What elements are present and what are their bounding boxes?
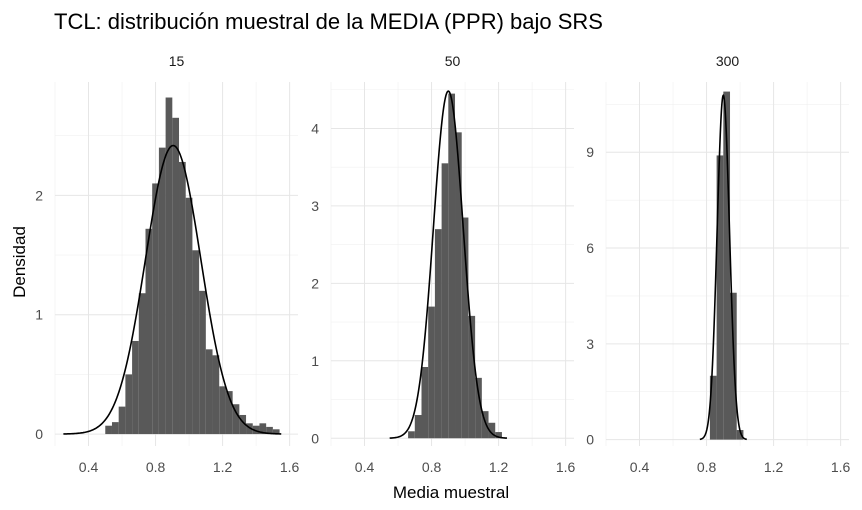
histogram-bar	[199, 290, 206, 435]
facet-strip-label: 300	[716, 53, 740, 69]
histogram-bar	[434, 229, 442, 439]
histogram-bar	[225, 391, 233, 435]
histogram-bar	[468, 315, 476, 439]
y-tick-label: 3	[311, 198, 319, 214]
histogram-bar	[414, 415, 422, 439]
histogram-bar	[232, 404, 240, 435]
histogram-bar	[723, 91, 731, 440]
histogram-bar	[461, 217, 469, 439]
histogram-bar	[428, 306, 435, 439]
y-tick-label: 2	[35, 187, 43, 203]
histogram-bar	[138, 293, 146, 435]
x-tick-label: 1.6	[831, 459, 851, 475]
y-tick-label: 4	[311, 120, 319, 136]
histogram-bar	[272, 429, 280, 435]
histogram-bar	[730, 292, 737, 440]
histogram-bar	[421, 367, 429, 439]
x-tick-label: 0.4	[355, 459, 375, 475]
histogram-bar	[205, 349, 213, 435]
histogram-bar	[192, 250, 200, 435]
histogram-bar	[455, 132, 462, 439]
facet-panels: 15 0.4 0.8 1.2 1.6 0 1 2 50 0.4 0.8 1.2 1.6 0 1 2 3 4 300 0…	[35, 53, 850, 475]
histogram-bar	[219, 386, 226, 435]
histogram-bar	[125, 374, 133, 435]
histogram-bar	[152, 183, 159, 435]
histogram-bar	[239, 414, 247, 435]
histogram-bar	[259, 423, 267, 435]
facet-panel-15: 15 0.4 0.8 1.2 1.6 0 1 2	[35, 53, 299, 475]
normal-density-curve	[389, 90, 507, 439]
x-tick-label: 1.6	[280, 459, 300, 475]
histogram-bar	[448, 93, 456, 439]
histogram-bar	[165, 97, 173, 435]
histogram-bar	[481, 411, 489, 439]
histogram-bar	[212, 355, 220, 435]
facet-strip-label: 15	[169, 53, 185, 69]
y-tick-label: 1	[311, 353, 319, 369]
histogram-bar	[716, 155, 724, 440]
x-tick-label: 1.2	[489, 459, 509, 475]
histogram-bar	[246, 423, 253, 435]
facet-panel-300: 300 0.4 0.8 1.2 1.6 0 3 6 9	[586, 53, 850, 475]
x-axis-title: Media muestral	[393, 483, 509, 502]
histogram-bar	[118, 406, 126, 435]
histogram-bar	[736, 430, 744, 440]
histogram-bar	[475, 377, 482, 439]
histogram-bar	[185, 197, 193, 435]
x-tick-label: 0.4	[630, 459, 650, 475]
histogram-bar	[709, 375, 717, 440]
histogram-bar	[488, 422, 496, 439]
histogram-bar	[252, 425, 260, 435]
y-axis-title: Densidad	[10, 226, 29, 298]
histogram-bar	[266, 426, 273, 435]
histogram-bar	[158, 147, 166, 435]
histogram-bar	[179, 161, 186, 435]
x-tick-label: 0.8	[422, 459, 442, 475]
histogram-bar	[441, 163, 449, 439]
x-tick-label: 0.8	[146, 459, 166, 475]
chart-title: TCL: distribución muestral de la MEDIA (…	[54, 9, 603, 34]
y-tick-label: 1	[35, 307, 43, 323]
histogram-bar	[172, 117, 180, 435]
x-tick-label: 0.8	[697, 459, 717, 475]
x-tick-label: 1.2	[213, 459, 233, 475]
x-tick-label: 1.2	[764, 459, 784, 475]
y-tick-label: 0	[586, 432, 594, 448]
normal-density-curve	[699, 94, 747, 441]
y-tick-label: 0	[35, 426, 43, 442]
normal-density-curve	[63, 144, 282, 435]
facet-strip-label: 50	[445, 53, 461, 69]
y-tick-label: 3	[586, 336, 594, 352]
x-tick-label: 1.6	[556, 459, 576, 475]
y-tick-label: 9	[586, 144, 594, 160]
histogram-bar	[408, 431, 415, 439]
histogram-bar	[132, 340, 139, 435]
y-tick-label: 0	[311, 430, 319, 446]
histogram-bar	[105, 425, 112, 435]
y-tick-label: 6	[586, 240, 594, 256]
x-tick-label: 0.4	[79, 459, 99, 475]
facet-panel-50: 50 0.4 0.8 1.2 1.6 0 1 2 3 4	[311, 53, 575, 475]
histogram-bar	[495, 432, 502, 439]
histogram-bar	[111, 422, 119, 435]
y-tick-label: 2	[311, 275, 319, 291]
histogram-bar	[145, 228, 153, 435]
